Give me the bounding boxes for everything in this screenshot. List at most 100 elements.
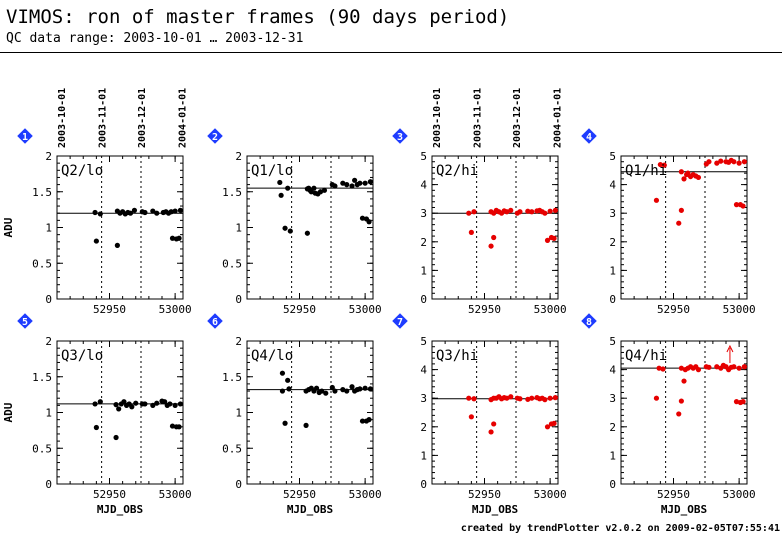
x-tick-label: 52950: [283, 488, 316, 501]
data-point: [131, 207, 138, 213]
data-point: [468, 229, 474, 235]
y-tick-label: 5: [420, 150, 427, 163]
panel-label: Q4/hi: [625, 348, 667, 364]
date-axis-label: 2003-10-01: [432, 88, 443, 148]
panel-badge-icon: [17, 128, 33, 144]
data-point: [344, 182, 350, 188]
data-point: [681, 176, 687, 182]
y-tick-label: 0: [45, 478, 52, 491]
data-point: [678, 207, 684, 213]
data-point: [317, 189, 324, 195]
qc-data-range: QC data range: 2003-10-01 … 2003-12-31: [6, 31, 304, 46]
x-tick-label: 53000: [534, 488, 567, 501]
panel-badge-icon: [207, 128, 223, 144]
panel-badge-number: 7: [397, 317, 403, 328]
panel-label: Q2/hi: [436, 163, 478, 179]
x-tick-label: 52950: [283, 303, 316, 316]
x-axis-label: MJD_OBS: [472, 503, 518, 516]
x-tick-label: 52950: [93, 303, 126, 316]
data-point: [172, 402, 178, 408]
data-point: [357, 386, 363, 392]
panel-badge-number: 4: [586, 132, 592, 143]
data-point: [177, 401, 183, 407]
y-tick-label: 2: [420, 421, 427, 434]
y-tick-label: 1: [609, 449, 616, 462]
data-point: [508, 207, 514, 213]
y-tick-label: 1: [420, 449, 427, 462]
data-point: [736, 365, 742, 371]
data-point: [311, 185, 317, 191]
data-point: [278, 192, 284, 198]
data-point: [357, 180, 363, 186]
data-point: [349, 183, 355, 189]
data-point: [279, 388, 286, 394]
date-axis-label: 2003-10-01: [57, 88, 68, 148]
data-point: [177, 207, 183, 213]
data-point: [285, 185, 291, 191]
y-tick-label: 1: [609, 264, 616, 277]
y-tick-label: 0: [235, 478, 242, 491]
data-point: [282, 225, 288, 231]
data-point: [308, 189, 314, 195]
data-point: [169, 235, 176, 241]
data-point: [678, 398, 684, 404]
data-point: [313, 385, 320, 391]
data-point: [340, 180, 346, 186]
x-axis-label: MJD_OBS: [661, 503, 707, 516]
data-point: [114, 242, 120, 248]
x-tick-label: 52950: [93, 488, 126, 501]
x-tick-label: 53000: [349, 488, 382, 501]
panel-label: Q1/hi: [625, 163, 667, 179]
data-point: [176, 424, 182, 430]
x-axis-label: MJD_OBS: [97, 503, 143, 516]
data-point: [286, 386, 292, 392]
y-tick-label: 0.5: [222, 442, 242, 455]
data-point: [154, 210, 160, 216]
y-tick-label: 1: [45, 222, 52, 235]
data-point: [660, 366, 666, 372]
y-tick-label: 3: [609, 392, 616, 405]
panel-badge-icon: [581, 128, 597, 144]
data-point: [362, 385, 368, 391]
panel-badge-icon: [207, 313, 223, 329]
data-point: [466, 210, 472, 216]
data-point: [93, 238, 99, 244]
data-point: [695, 367, 702, 373]
panel-label: Q1/lo: [251, 163, 293, 179]
panel-label: Q3/lo: [61, 348, 103, 364]
x-tick-label: 52950: [468, 488, 501, 501]
panel-label: Q2/lo: [61, 163, 103, 179]
y-tick-label: 4: [420, 179, 427, 192]
data-point: [731, 364, 737, 370]
y-tick-label: 0: [45, 293, 52, 306]
data-point: [714, 364, 720, 370]
data-point: [491, 421, 497, 427]
header-divider: [0, 52, 782, 53]
plot-frame: [431, 340, 559, 485]
data-point: [740, 399, 746, 405]
data-point: [741, 364, 747, 370]
plot-frame: [620, 340, 748, 485]
data-point: [544, 424, 551, 430]
data-point: [653, 197, 660, 203]
data-point: [323, 390, 329, 396]
data-point: [359, 215, 366, 221]
data-point: [362, 180, 368, 186]
y-tick-label: 0: [235, 293, 242, 306]
date-axis-label: 2004-01-01: [178, 88, 189, 148]
data-point: [741, 159, 747, 165]
data-point: [740, 203, 746, 209]
data-point: [676, 411, 682, 417]
data-point: [551, 420, 557, 426]
data-point: [706, 159, 712, 165]
plot-frame: [620, 155, 748, 300]
data-point: [736, 160, 742, 166]
page-title: VIMOS: ron of master frames (90 days per…: [6, 6, 510, 28]
data-point: [340, 387, 346, 393]
y-tick-label: 1.5: [222, 186, 242, 199]
data-point: [551, 235, 557, 241]
y-tick-label: 3: [420, 207, 427, 220]
y-tick-label: 2: [609, 236, 616, 249]
panel-label: Q3/hi: [436, 348, 478, 364]
y-tick-label: 1: [45, 407, 52, 420]
